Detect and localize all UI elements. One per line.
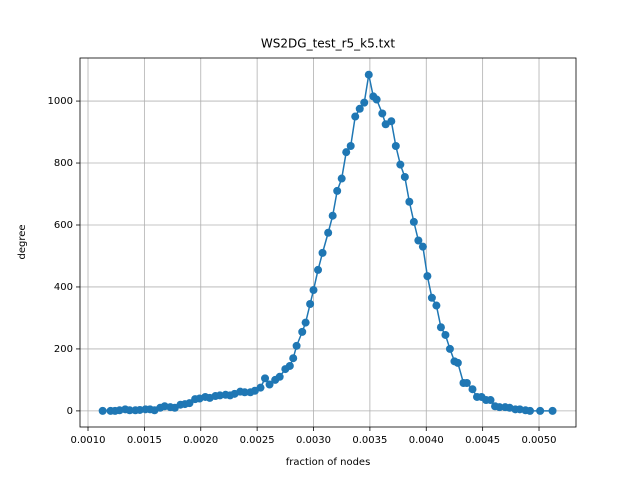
- data-point: [256, 383, 265, 392]
- y-axis-label: degree: [17, 224, 28, 259]
- data-point: [351, 112, 360, 121]
- x-tick-label: 0.0025: [240, 435, 275, 446]
- y-tick-label: 800: [54, 158, 73, 169]
- data-point: [414, 236, 423, 245]
- data-point: [337, 174, 346, 183]
- data-point: [396, 160, 405, 169]
- data-point: [125, 406, 134, 415]
- data-point: [418, 242, 427, 251]
- data-point: [342, 148, 351, 157]
- data-point: [333, 186, 342, 195]
- data-point: [292, 341, 301, 350]
- data-point: [185, 399, 194, 408]
- data-point: [432, 301, 441, 310]
- data-point: [468, 385, 477, 394]
- data-point: [548, 406, 557, 415]
- data-point: [378, 109, 387, 118]
- data-point: [495, 403, 504, 412]
- data-point: [309, 286, 318, 295]
- data-point: [409, 217, 418, 226]
- data-point: [298, 327, 307, 336]
- data-point: [301, 318, 310, 327]
- data-point: [346, 141, 355, 150]
- data-point: [423, 272, 432, 281]
- data-point: [400, 172, 409, 181]
- data-point: [445, 344, 454, 353]
- x-axis-label: fraction of nodes: [286, 457, 371, 468]
- data-point: [453, 358, 462, 367]
- data-point: [328, 211, 337, 220]
- x-tick-label: 0.0030: [296, 435, 331, 446]
- data-point: [285, 361, 294, 370]
- data-point: [324, 228, 333, 237]
- data-point: [462, 379, 471, 388]
- y-tick-label: 400: [54, 282, 73, 293]
- y-tick-label: 1000: [48, 96, 73, 107]
- x-tick-label: 0.0020: [183, 435, 218, 446]
- x-tick-label: 0.0010: [71, 435, 106, 446]
- data-point: [275, 372, 284, 381]
- data-point: [486, 396, 495, 405]
- data-point: [306, 300, 315, 308]
- data-point: [387, 117, 396, 126]
- x-tick-label: 0.0050: [522, 435, 557, 446]
- data-point: [436, 323, 445, 332]
- data-point: [261, 374, 270, 383]
- x-tick-label: 0.0015: [127, 435, 162, 446]
- data-point: [360, 98, 369, 107]
- chart-title: WS2DG_test_r5_k5.txt: [261, 37, 395, 51]
- data-point: [318, 248, 327, 257]
- data-point: [536, 406, 545, 415]
- data-point: [427, 293, 436, 302]
- x-tick-label: 0.0045: [465, 435, 500, 446]
- plot-frame: [79, 57, 577, 428]
- y-tick-label: 200: [54, 344, 73, 355]
- data-point: [240, 388, 249, 397]
- data-point: [372, 95, 381, 104]
- data-point: [98, 406, 107, 415]
- data-point: [265, 380, 274, 389]
- x-tick-label: 0.0035: [352, 435, 387, 446]
- data-point: [314, 265, 323, 274]
- data-point: [391, 141, 400, 150]
- data-point: [355, 104, 364, 113]
- x-tick-label: 0.0040: [409, 435, 444, 446]
- y-tick-label: 600: [54, 220, 73, 231]
- data-point: [289, 354, 298, 363]
- data-point: [364, 70, 373, 79]
- data-point: [525, 406, 534, 415]
- data-point: [405, 197, 414, 206]
- data-point: [441, 330, 450, 339]
- y-tick-label: 0: [67, 406, 73, 417]
